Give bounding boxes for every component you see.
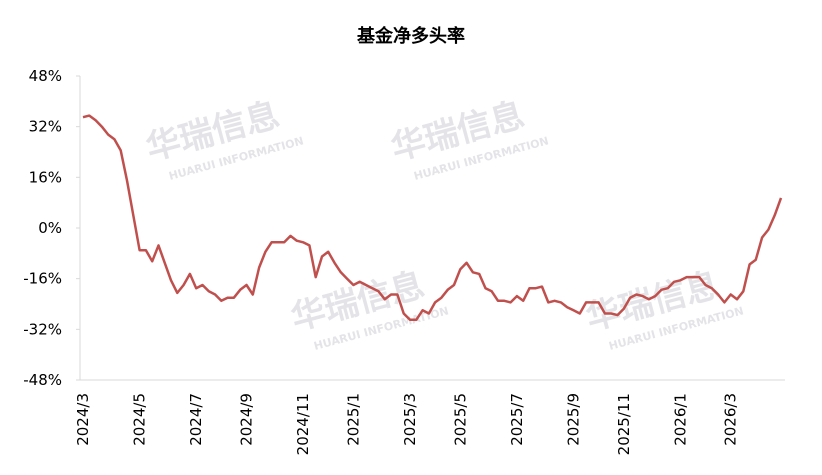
chart-title: 基金净多头率 bbox=[356, 25, 465, 47]
y-tick-label: -48% bbox=[23, 371, 62, 389]
y-tick-label: -32% bbox=[23, 320, 62, 338]
x-tick-label: 2025/9 bbox=[564, 393, 582, 446]
y-tick-label: -16% bbox=[23, 270, 62, 288]
y-tick-label: 48% bbox=[29, 67, 62, 85]
x-tick-label: 2026/1 bbox=[671, 393, 689, 446]
x-tick-label: 2024/11 bbox=[294, 393, 312, 455]
x-tick-label: 2026/3 bbox=[722, 393, 740, 446]
x-tick-label: 2024/5 bbox=[131, 393, 149, 446]
x-tick-label: 2024/3 bbox=[74, 393, 92, 446]
x-tick-label: 2025/7 bbox=[508, 393, 526, 446]
y-tick-label: 0% bbox=[38, 219, 62, 237]
x-tick-label: 2025/3 bbox=[401, 393, 419, 446]
x-tick-label: 2025/1 bbox=[344, 393, 362, 446]
x-tick-label: 2025/5 bbox=[451, 393, 469, 446]
y-tick-label: 16% bbox=[29, 168, 62, 186]
y-tick-label: 32% bbox=[29, 118, 62, 136]
x-tick-label: 2025/11 bbox=[615, 393, 633, 455]
x-tick-label: 2024/7 bbox=[187, 393, 205, 446]
line bbox=[82, 114, 783, 322]
x-tick-label: 2024/9 bbox=[237, 393, 255, 446]
watermarks: 华瑞信息 HUARUI INFORMATION 华瑞信息 HUARUI INFO… bbox=[142, 95, 745, 353]
